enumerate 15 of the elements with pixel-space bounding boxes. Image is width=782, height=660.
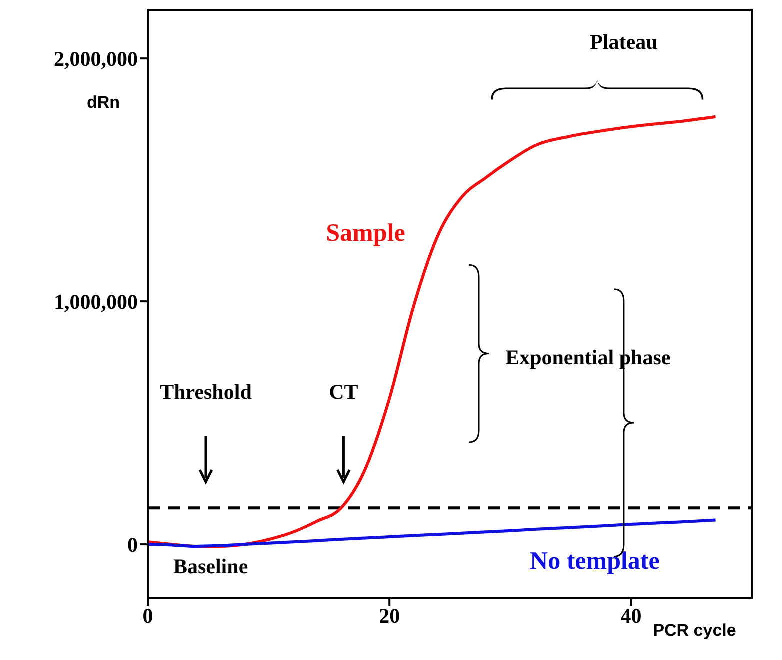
y-tick-label: 2,000,000 xyxy=(54,47,138,72)
x-tick-label: 0 xyxy=(142,604,154,628)
annotation: Threshold xyxy=(160,380,252,404)
series-label: No template xyxy=(530,548,660,575)
x-tick-label: 20 xyxy=(379,604,400,628)
series-label: Sample xyxy=(326,220,406,247)
annotation: CT xyxy=(329,380,358,404)
x-tick-label: 40 xyxy=(620,604,642,628)
annotation: Plateau xyxy=(590,30,658,54)
line-series xyxy=(148,518,718,548)
annotation: Baseline xyxy=(173,554,248,579)
y-tick-label: 1,000,000 xyxy=(54,290,138,314)
y-axis-title: dRn xyxy=(86,93,120,112)
x-axis-title: PCR cycle xyxy=(653,621,736,640)
y-tick-label: 0 xyxy=(128,533,138,557)
